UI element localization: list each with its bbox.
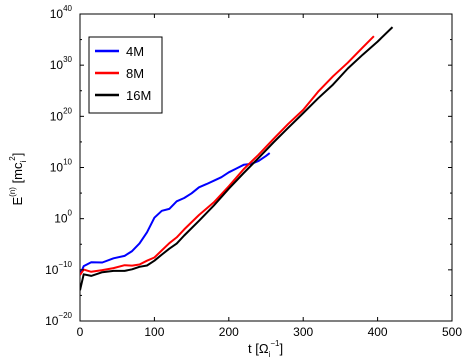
- legend-box: [88, 36, 163, 114]
- y-tick-label: 1040: [50, 4, 73, 21]
- x-tick-label: 200: [219, 325, 239, 339]
- axis-labels: t [Ωi−1] E(n) [mci2]: [8, 153, 283, 359]
- x-tick-label: 300: [293, 325, 313, 339]
- y-tick-label: 10−20: [45, 311, 72, 328]
- y-tick-label: 100: [54, 209, 72, 226]
- x-tick-label: 400: [368, 325, 388, 339]
- y-axis-label: E(n) [mci2]: [8, 153, 28, 206]
- x-axis-label: t [Ωi−1]: [248, 339, 283, 359]
- x-tick-label: 100: [144, 325, 164, 339]
- y-tick-label: 10−10: [45, 260, 72, 277]
- series-lines: [80, 26, 394, 291]
- x-tick-label: 500: [442, 325, 462, 339]
- series-line-16m: [80, 26, 394, 291]
- series-line-8m: [80, 35, 375, 276]
- y-tick-label: 1020: [50, 106, 73, 123]
- series-line-4m: [80, 152, 271, 276]
- x-tick-label: 0: [77, 325, 84, 339]
- legend-label-4m: 4M: [126, 44, 144, 59]
- axes: 0 100 200 300 400 500 10−20 10−10 100 1010 1020 103…: [45, 4, 462, 339]
- legend-label-16m: 16M: [126, 88, 151, 103]
- y-tick-label: 1010: [50, 158, 73, 175]
- y-tick-label: 1030: [50, 55, 73, 72]
- legend-label-8m: 8M: [126, 66, 144, 81]
- legend: 4M 8M 16M: [88, 36, 163, 114]
